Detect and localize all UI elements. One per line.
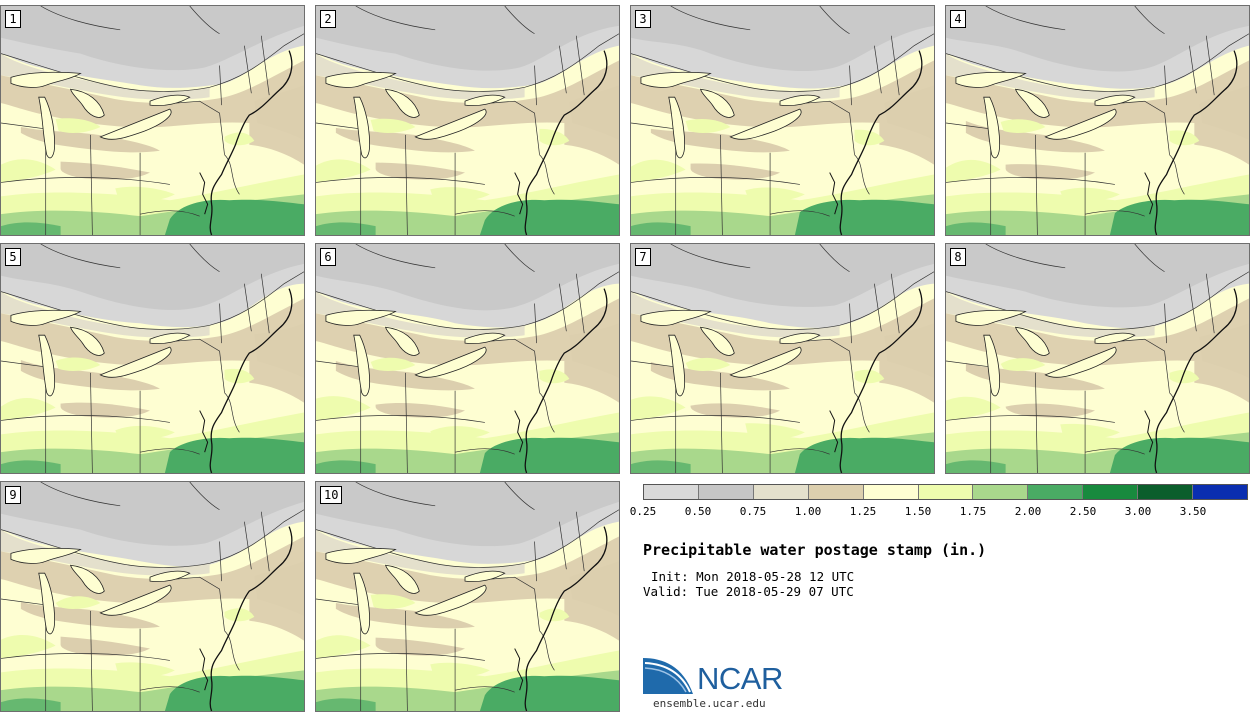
site-url: ensemble.ucar.edu (653, 697, 766, 710)
colorbar-tick-label: 1.75 (959, 505, 987, 518)
valid-time: Valid: Tue 2018-05-29 07 UTC (643, 584, 854, 599)
colorbar-swatch (1193, 485, 1247, 499)
postage-stamp-map: 2 (315, 5, 620, 236)
colorbar-swatch (1083, 485, 1139, 499)
stamp-member-label: 2 (320, 10, 336, 28)
colorbar-swatch (863, 485, 919, 499)
postage-stamp-map: 1 (0, 5, 305, 236)
colorbar-tick-label: 3.50 (1179, 505, 1207, 518)
colorbar-tick-label: 3.00 (1124, 505, 1152, 518)
colorbar-tick-label: 0.25 (629, 505, 657, 518)
colorbar (643, 484, 1248, 500)
colorbar-tick-label: 2.50 (1069, 505, 1097, 518)
colorbar-swatch (1138, 485, 1194, 499)
stamp-member-label: 7 (635, 248, 651, 266)
stamp-member-label: 8 (950, 248, 966, 266)
postage-stamp-map: 10 (315, 481, 620, 712)
postage-stamp-map: 5 (0, 243, 305, 474)
colorbar-tick-label: 0.50 (684, 505, 712, 518)
postage-stamp-map: 3 (630, 5, 935, 236)
stamp-member-label: 6 (320, 248, 336, 266)
colorbar-tick-label: 1.25 (849, 505, 877, 518)
colorbar-swatch (808, 485, 864, 499)
colorbar-tick-label: 0.75 (739, 505, 767, 518)
ncar-swoosh-icon (643, 658, 693, 694)
ncar-logo: NCAR (643, 656, 793, 698)
init-time: Init: Mon 2018-05-28 12 UTC (651, 569, 855, 584)
stamp-member-label: 5 (5, 248, 21, 266)
postage-stamp-map: 8 (945, 243, 1250, 474)
postage-stamp-map: 9 (0, 481, 305, 712)
stamp-member-label: 10 (320, 486, 343, 504)
stamp-member-label: 4 (950, 10, 966, 28)
colorbar-tick-label: 1.50 (904, 505, 932, 518)
colorbar-tick-label: 1.00 (794, 505, 822, 518)
postage-stamp-map: 6 (315, 243, 620, 474)
colorbar-swatch (973, 485, 1029, 499)
colorbar-swatch (698, 485, 754, 499)
colorbar-swatch (918, 485, 974, 499)
colorbar-swatch (753, 485, 809, 499)
stamp-member-label: 1 (5, 10, 21, 28)
stamp-member-label: 9 (5, 486, 21, 504)
postage-stamp-map: 7 (630, 243, 935, 474)
postage-stamp-map: 4 (945, 5, 1250, 236)
chart-title: Precipitable water postage stamp (in.) (643, 541, 987, 559)
stamp-member-label: 3 (635, 10, 651, 28)
ncar-logo-text: NCAR (697, 661, 783, 696)
colorbar-tick-label: 2.00 (1014, 505, 1042, 518)
colorbar-swatch (1028, 485, 1084, 499)
colorbar-tick-labels: 0.25 0.50 0.75 1.00 1.25 1.50 1.75 2.00 2.50 3.00… (0, 505, 1260, 519)
colorbar-swatch (644, 485, 699, 499)
